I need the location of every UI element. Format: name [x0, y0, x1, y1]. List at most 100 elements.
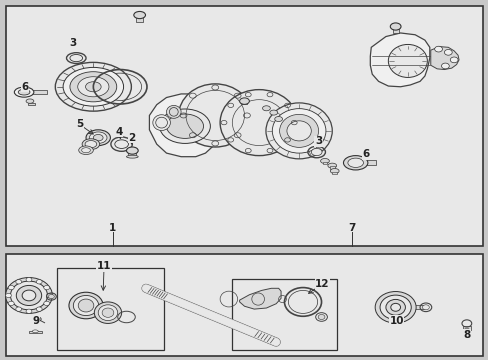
Ellipse shape [78, 77, 109, 97]
Ellipse shape [126, 155, 138, 158]
Ellipse shape [422, 305, 428, 310]
Ellipse shape [14, 87, 34, 97]
Ellipse shape [98, 305, 118, 320]
Ellipse shape [220, 90, 298, 156]
Text: 11: 11 [97, 261, 111, 271]
Ellipse shape [449, 57, 457, 63]
Polygon shape [430, 46, 458, 69]
Ellipse shape [85, 82, 101, 92]
Ellipse shape [46, 293, 52, 298]
Bar [331, 172, 336, 174]
Bar [232, 279, 336, 350]
Ellipse shape [78, 299, 94, 312]
Text: 8: 8 [462, 330, 469, 340]
Text: 3: 3 [69, 38, 76, 48]
Ellipse shape [102, 308, 114, 318]
Ellipse shape [22, 290, 36, 301]
Ellipse shape [441, 63, 448, 69]
Bar [329, 166, 334, 168]
Ellipse shape [269, 110, 277, 115]
Ellipse shape [93, 134, 103, 141]
Ellipse shape [330, 168, 338, 174]
Bar [5, 6, 483, 246]
Text: 4: 4 [115, 127, 122, 136]
Ellipse shape [389, 23, 400, 30]
Bar [462, 326, 470, 330]
Ellipse shape [374, 292, 415, 323]
Ellipse shape [18, 89, 30, 95]
Text: 7: 7 [347, 224, 355, 233]
Ellipse shape [286, 121, 311, 141]
Text: 12: 12 [315, 279, 329, 289]
Ellipse shape [262, 106, 270, 111]
Ellipse shape [159, 109, 210, 143]
Bar [29, 330, 42, 333]
Ellipse shape [10, 281, 47, 310]
Ellipse shape [115, 140, 128, 148]
Ellipse shape [94, 302, 122, 323]
Bar [322, 162, 327, 164]
Ellipse shape [79, 146, 93, 154]
Ellipse shape [86, 130, 110, 145]
Ellipse shape [73, 296, 99, 316]
Ellipse shape [99, 73, 142, 100]
Ellipse shape [390, 303, 400, 311]
Ellipse shape [444, 49, 451, 55]
Ellipse shape [81, 148, 90, 153]
Ellipse shape [89, 132, 107, 143]
Ellipse shape [16, 307, 21, 311]
Ellipse shape [8, 301, 14, 306]
Ellipse shape [311, 148, 322, 156]
Ellipse shape [5, 293, 11, 298]
Ellipse shape [387, 44, 427, 77]
Ellipse shape [82, 139, 100, 149]
Bar [241, 101, 247, 104]
Ellipse shape [434, 46, 442, 52]
Bar [27, 103, 35, 105]
Text: 3: 3 [314, 136, 322, 146]
Ellipse shape [169, 108, 178, 116]
Ellipse shape [385, 300, 405, 315]
Ellipse shape [156, 117, 167, 128]
Ellipse shape [63, 67, 123, 106]
Bar [30, 90, 47, 94]
Ellipse shape [44, 301, 50, 306]
Ellipse shape [5, 278, 52, 314]
Text: 1: 1 [109, 224, 116, 233]
Ellipse shape [8, 285, 14, 290]
Bar [392, 27, 398, 33]
Ellipse shape [379, 295, 410, 319]
Ellipse shape [265, 103, 331, 159]
Ellipse shape [166, 114, 203, 138]
Ellipse shape [32, 330, 38, 333]
Text: 6: 6 [21, 82, 29, 92]
Ellipse shape [239, 98, 249, 104]
Text: 5: 5 [76, 120, 83, 129]
Ellipse shape [126, 147, 138, 154]
Text: 2: 2 [128, 133, 135, 143]
Ellipse shape [463, 328, 469, 331]
Ellipse shape [347, 158, 363, 167]
Ellipse shape [343, 156, 367, 170]
Ellipse shape [36, 280, 42, 284]
Ellipse shape [166, 105, 181, 118]
Ellipse shape [274, 117, 282, 122]
Bar [5, 253, 483, 356]
Polygon shape [369, 33, 429, 87]
Ellipse shape [288, 291, 317, 314]
Bar [128, 150, 136, 157]
Ellipse shape [48, 294, 54, 299]
Ellipse shape [153, 115, 170, 131]
Ellipse shape [44, 285, 50, 290]
Ellipse shape [34, 317, 41, 321]
Ellipse shape [320, 158, 329, 163]
Ellipse shape [327, 163, 336, 168]
Ellipse shape [69, 292, 103, 319]
Text: 10: 10 [388, 316, 403, 325]
Bar [57, 268, 163, 350]
Ellipse shape [26, 309, 32, 314]
Text: 6: 6 [362, 149, 369, 159]
Polygon shape [149, 94, 220, 157]
Ellipse shape [16, 285, 41, 306]
Ellipse shape [26, 99, 34, 103]
